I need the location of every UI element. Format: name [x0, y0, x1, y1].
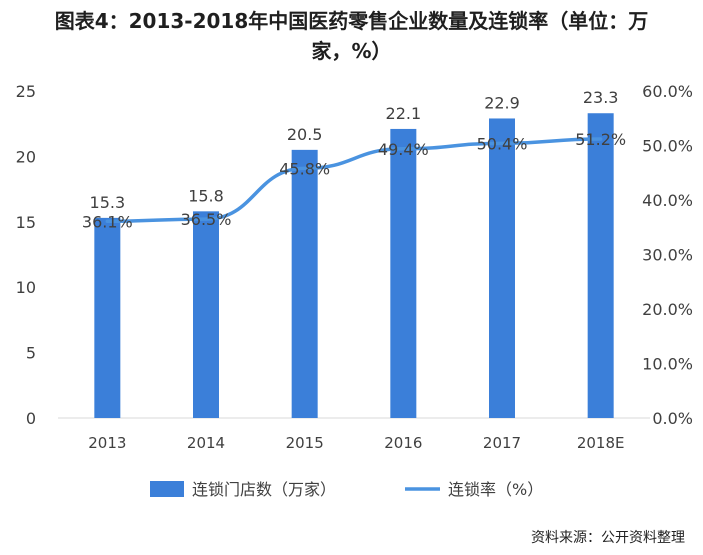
bar-value-label: 22.9: [484, 93, 520, 112]
line-value-label: 36.5%: [181, 210, 232, 229]
x-tick-label: 2016: [384, 434, 422, 452]
y-left-tick-label: 25: [16, 82, 36, 101]
y-right-tick-label: 0.0%: [652, 409, 693, 428]
line-value-label: 50.4%: [477, 134, 528, 153]
legend-bar-swatch: [150, 481, 184, 497]
source-note: 资料来源：公开资料整理: [531, 530, 685, 546]
y-left-tick-label: 10: [16, 278, 36, 297]
bar-2013: [94, 217, 121, 418]
y-right-tick-label: 20.0%: [642, 300, 693, 319]
chart-title-line2: 家，%）: [311, 39, 392, 63]
y-left-tick-label: 5: [26, 344, 36, 363]
line-value-label: 45.8%: [279, 159, 330, 178]
bar-2017: [489, 118, 515, 418]
x-tick-label: 2013: [88, 434, 126, 452]
bar-2014: [193, 211, 219, 418]
line-value-label: 51.2%: [575, 130, 626, 149]
bar-value-label: 15.3: [90, 193, 126, 212]
y-right-tick-label: 50.0%: [642, 137, 693, 156]
bar-value-label: 20.5: [287, 125, 323, 144]
y-left-tick-label: 15: [16, 213, 36, 232]
y-right-tick-label: 40.0%: [642, 191, 693, 210]
x-tick-label: 2018E: [577, 434, 625, 452]
bar-value-label: 15.8: [188, 186, 224, 205]
legend-bar-label: 连锁门店数（万家）: [192, 480, 336, 499]
x-tick-label: 2017: [483, 434, 521, 452]
bar-value-label: 23.3: [583, 88, 619, 107]
line-value-label: 36.1%: [82, 212, 133, 231]
bar-value-label: 22.1: [386, 104, 422, 123]
line-value-label: 49.4%: [378, 140, 429, 159]
y-left-tick-label: 20: [16, 147, 36, 166]
y-right-tick-label: 10.0%: [642, 355, 693, 374]
bar-2015: [291, 149, 318, 419]
x-tick-label: 2014: [187, 434, 225, 452]
chart-title-line1: 图表4：2013-2018年中国医药零售企业数量及连锁率（单位：万: [54, 9, 649, 33]
rate-line: [105, 137, 603, 224]
bar-2018E: [587, 113, 614, 419]
x-tick-label: 2015: [286, 434, 324, 452]
y-right-tick-label: 60.0%: [642, 82, 693, 101]
legend-line-label: 连锁率（%）: [448, 480, 543, 499]
bar-2016: [390, 128, 417, 418]
y-left-tick-label: 0: [26, 409, 36, 428]
chart-title: 图表4：2013-2018年中国医药零售企业数量及连锁率（单位：万 家，%）: [0, 6, 703, 66]
y-right-tick-label: 30.0%: [642, 246, 693, 265]
